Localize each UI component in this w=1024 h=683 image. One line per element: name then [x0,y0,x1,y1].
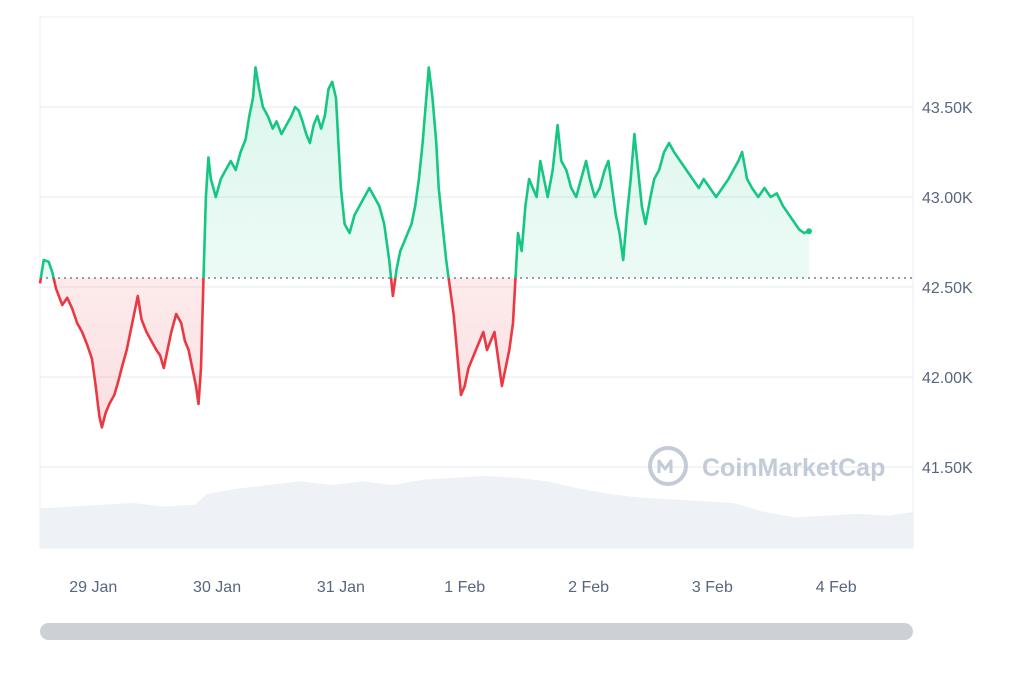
y-tick-label: 41.50K [922,460,973,477]
y-tick-label: 43.00K [922,190,973,207]
coinmarketcap-logo-icon [648,446,688,486]
volume-area [40,476,913,548]
watermark: CoinMarketCap [648,446,885,486]
volume-area-path [40,476,913,548]
x-tick-label: 1 Feb [444,579,485,596]
fill-below-baseline [40,278,809,428]
price-line-up [39,66,810,278]
x-tick-label: 4 Feb [816,579,857,596]
x-tick-label: 29 Jan [69,579,117,596]
horizontal-scrollbar[interactable] [40,623,913,640]
x-axis-ticks: 29 Jan 30 Jan 31 Jan 1 Feb 2 Feb 3 Feb 4 Feb [69,579,857,596]
y-tick-label: 43.50K [922,100,973,117]
y-axis-ticks: 41.50K 42.00K 42.50K 43.00K 43.50K [922,100,973,477]
x-tick-label: 3 Feb [692,579,733,596]
price-line-down [38,278,517,429]
y-tick-label: 42.00K [922,370,973,387]
watermark-text: CoinMarketCap [702,454,885,482]
y-tick-label: 42.50K [922,280,973,297]
x-tick-label: 31 Jan [317,579,365,596]
price-line [38,66,812,429]
x-tick-label: 2 Feb [568,579,609,596]
x-tick-label: 30 Jan [193,579,241,596]
last-price-point [805,228,812,235]
